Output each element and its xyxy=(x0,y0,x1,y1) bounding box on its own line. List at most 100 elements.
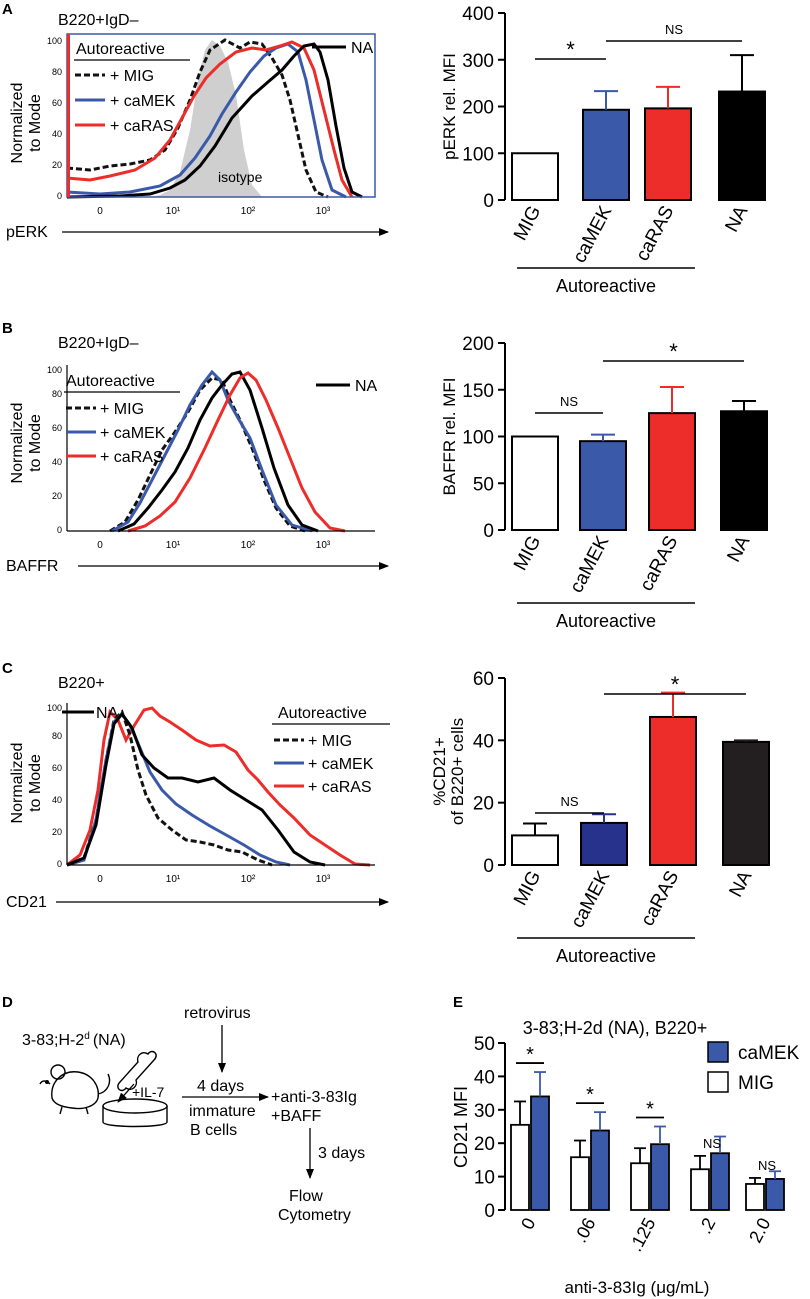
bar-mig xyxy=(630,1162,650,1211)
histogram-title: B220+IgD– xyxy=(58,12,139,29)
significance-label: NS xyxy=(665,22,683,37)
legend-label-mig: + MIG xyxy=(100,401,144,418)
legend-swatch-camek xyxy=(707,1041,729,1063)
bar-chart-c: 0 20 40 60 %CD21+ of B220+ cells MIG caMEK caRAS… xyxy=(430,669,770,966)
ytick-label: 0 xyxy=(57,859,62,869)
culture-dish-icon xyxy=(102,1098,168,1128)
histogram-xlabel: BAFFR xyxy=(6,558,58,575)
y-tick-label: 400 xyxy=(462,4,494,25)
ytick-label: 0 xyxy=(57,525,62,535)
bar-camek xyxy=(579,440,627,531)
histogram-title: B220+IgD– xyxy=(58,335,139,352)
y-tick-label: 0 xyxy=(483,191,494,212)
x-tick-label: 2.0 xyxy=(745,1214,774,1245)
legend-label-na: NA xyxy=(96,705,119,722)
bar-chart-b: 0 50 100 150 200 BAFFR rel. MFI MIG caMEK caRAS N… xyxy=(440,334,768,631)
bar-camek xyxy=(650,1143,670,1211)
significance-label: * xyxy=(669,339,678,364)
x-tick-label: caRAS xyxy=(636,532,682,594)
significance-label: NS xyxy=(703,1136,721,1151)
histogram-yticks: 0 20 40 60 80 100 xyxy=(47,703,62,869)
mig-histogram-curve xyxy=(66,38,329,199)
y-axis-label: %CD21+ xyxy=(430,737,449,806)
ytick-label: 80 xyxy=(52,389,62,399)
significance-label: * xyxy=(566,37,575,62)
xtick-label: 10³ xyxy=(316,540,331,551)
y-tick-label: 50 xyxy=(473,474,494,495)
significance-label: * xyxy=(671,672,680,697)
histogram-ylabel-line2: to Mode xyxy=(27,94,44,152)
bar-camek xyxy=(580,821,628,866)
xtick-label: 10¹ xyxy=(166,874,181,885)
bar-camek xyxy=(590,1129,610,1211)
histogram-a: B220+IgD– Normalized to Mode 0 20 40 60 … xyxy=(6,12,389,241)
isotype-label: isotype xyxy=(218,169,263,185)
ytick-label: 40 xyxy=(52,457,62,467)
bar-mig xyxy=(690,1168,710,1211)
x-tick-label: NA xyxy=(723,532,754,565)
ytick-label: 20 xyxy=(52,827,62,837)
legend-label-camek: + caMEK xyxy=(308,756,374,773)
immature-label-line1: immature xyxy=(189,1103,256,1120)
y-tick-label: 40 xyxy=(473,731,494,752)
xtick-label: 10² xyxy=(241,206,256,217)
na-histogram-curve xyxy=(66,711,326,867)
histogram-ylabel-line2: to Mode xyxy=(27,754,44,812)
legend-label-caras: + caRAS xyxy=(308,779,372,796)
xtick-label: 10³ xyxy=(316,206,331,217)
histogram-yticks: 0 20 40 60 80 100 xyxy=(47,365,62,535)
bar-na xyxy=(718,90,766,201)
group-label: Autoreactive xyxy=(556,276,656,296)
x-tick-label: .2 xyxy=(695,1214,720,1237)
x-tick-label: NA xyxy=(725,867,756,900)
bar-mig xyxy=(510,1123,530,1211)
bar-mig xyxy=(511,152,559,201)
histogram-ylabel-line1: Normalized xyxy=(9,83,26,164)
x-tick-label: MIG xyxy=(510,867,545,909)
readout-label-line2: Cytometry xyxy=(278,1207,351,1224)
bar-chart-a: 0 100 200 300 400 pERK rel. MFI MIG caMEK caRAS N… xyxy=(440,4,766,296)
histogram-ylabel-line2: to Mode xyxy=(27,414,44,472)
legend-label-camek: caMEK xyxy=(738,1043,800,1064)
panel-letter-b: B xyxy=(2,320,13,337)
days3-label: 3 days xyxy=(318,1145,365,1162)
na-histogram-curve xyxy=(66,42,363,199)
mouse-label: 3-83;H-2d (NA) xyxy=(22,1031,126,1049)
x-tick-label: 0 xyxy=(517,1214,539,1232)
legend-label-na: NA xyxy=(355,378,378,395)
bar-mig xyxy=(511,435,559,531)
readout-label-line1: Flow xyxy=(289,1188,323,1205)
mig-histogram-curve xyxy=(109,376,306,533)
histogram-ylabel-line1: Normalized xyxy=(9,743,26,824)
bar-camek xyxy=(582,108,630,201)
y-axis-label: BAFFR rel. MFI xyxy=(440,377,459,495)
legend-label-mig: + MIG xyxy=(110,68,154,85)
histogram-xlabel: CD21 xyxy=(6,894,47,911)
y-tick-label: 30 xyxy=(474,1101,495,1122)
y-tick-label: 200 xyxy=(462,98,494,119)
ytick-label: 100 xyxy=(47,36,62,46)
significance-label: NS xyxy=(560,394,578,409)
legend-label-na: NA xyxy=(351,40,374,57)
legend-swatch-mig xyxy=(707,1071,729,1093)
histogram-xticks: 0 10¹ 10² 10³ xyxy=(97,874,331,885)
bar-caras xyxy=(648,412,696,531)
group-label: Autoreactive xyxy=(556,946,656,966)
ytick-label: 20 xyxy=(52,491,62,501)
significance-label: * xyxy=(586,1084,594,1106)
bar-na xyxy=(722,740,770,866)
histogram-xticks: 0 10¹ 10² 10³ xyxy=(97,206,331,217)
x-tick-label: caMEK xyxy=(569,202,616,266)
legend-label-mig: MIG xyxy=(738,1073,774,1094)
retrovirus-label: retrovirus xyxy=(184,1005,251,1022)
xtick-label: 10³ xyxy=(316,874,331,885)
xtick-label: 0 xyxy=(97,874,103,885)
il7-label: +IL-7 xyxy=(132,1084,165,1100)
x-axis-label: anti-3-83Ig (μg/mL) xyxy=(565,1278,710,1297)
ytick-label: 80 xyxy=(52,731,62,741)
bone-icon xyxy=(117,1050,157,1092)
histogram-c: B220+ Normalized to Mode 0 20 40 60 80 1… xyxy=(6,675,390,911)
stimulation-label-line1: +anti-3-83Ig xyxy=(271,1089,357,1106)
xtick-label: 0 xyxy=(97,540,103,551)
bar-na xyxy=(720,410,768,532)
